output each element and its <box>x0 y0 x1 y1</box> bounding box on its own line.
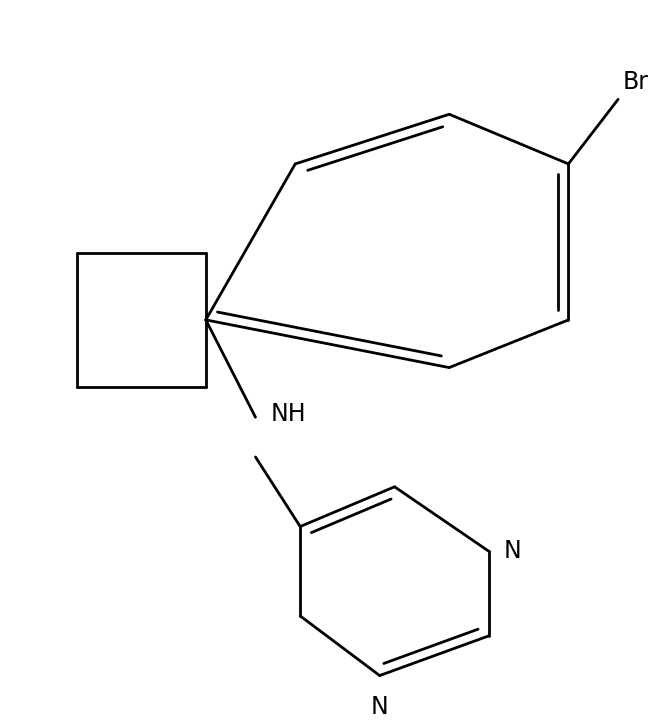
Text: N: N <box>504 539 522 563</box>
Text: Br: Br <box>623 70 649 94</box>
Text: NH: NH <box>270 402 306 426</box>
Text: N: N <box>371 695 388 719</box>
